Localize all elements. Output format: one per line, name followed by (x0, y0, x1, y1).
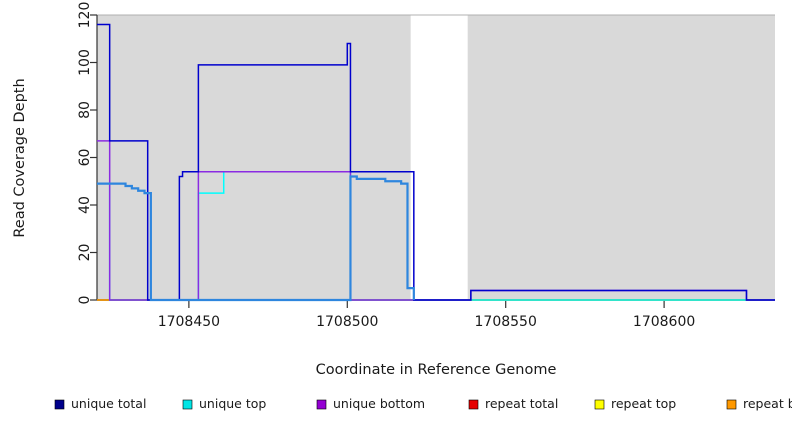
x-tick-label: 1708500 (316, 314, 378, 330)
y-tick-label: 100 (77, 49, 93, 76)
y-tick-label: 40 (77, 196, 93, 214)
x-tick-label: 1708450 (158, 314, 220, 330)
legend-label: repeat total (485, 396, 558, 411)
shaded-region (97, 15, 411, 300)
legend-item[interactable]: unique bottom (316, 396, 425, 411)
series-line-overlay (97, 175, 415, 302)
gap-region (411, 15, 468, 300)
y-tick-label: 20 (77, 244, 93, 262)
legend-swatch (54, 399, 65, 410)
chart-legend: unique total unique top unique bottom repea… (54, 396, 792, 411)
legend-swatch (726, 399, 737, 410)
y-tick-label: 60 (77, 149, 93, 167)
legend-item[interactable]: unique top (182, 396, 266, 411)
y-tick-label: 120 (77, 2, 93, 29)
tick-label-group: 0 20 40 60 80 100 120 1708450 1708500 1708550 1708… (77, 2, 695, 330)
y-tick-label: 0 (77, 296, 93, 305)
legend-swatch (468, 399, 479, 410)
legend-item[interactable]: unique total (54, 396, 146, 411)
y-axis-title: Read Coverage Depth (12, 78, 28, 237)
legend-swatch (316, 399, 327, 410)
legend-item[interactable]: repeat total (468, 396, 558, 411)
shaded-region (467, 15, 775, 300)
x-tick-label: 1708600 (633, 314, 695, 330)
shaded-region-group (97, 14, 775, 300)
legend-swatch (182, 399, 193, 410)
x-axis-title: Coordinate in Reference Genome (316, 362, 557, 378)
legend-label: unique bottom (333, 396, 425, 411)
y-tick-label: 80 (77, 101, 93, 119)
series-group (97, 23, 775, 302)
x-tick-label: 1708550 (475, 314, 537, 330)
legend-label: unique top (199, 396, 266, 411)
legend-label: unique total (71, 396, 146, 411)
legend-swatch (594, 399, 605, 410)
legend-label: repeat top (611, 396, 676, 411)
series-line (97, 23, 775, 301)
legend-label: repeat bottom (743, 396, 792, 411)
legend-item[interactable]: repeat bottom (726, 396, 792, 411)
legend-item[interactable]: repeat top (594, 396, 676, 411)
